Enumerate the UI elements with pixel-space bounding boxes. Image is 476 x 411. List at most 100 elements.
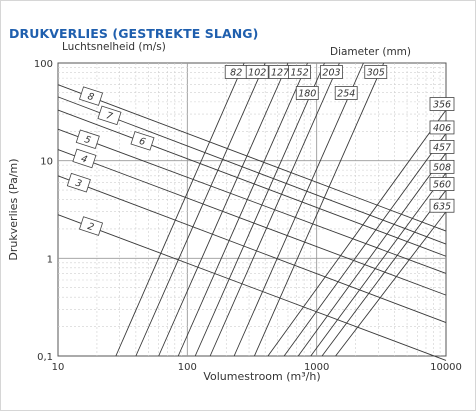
diameter-label-127-text: 127 bbox=[271, 68, 289, 79]
velocity-header: Luchtsnelheid (m/s) bbox=[62, 41, 166, 53]
diameter-label-305: 305 bbox=[364, 65, 388, 79]
diameter-label-305-text: 305 bbox=[367, 68, 385, 79]
y-tick-100: 100 bbox=[34, 59, 53, 70]
diameter-header: Diameter (mm) bbox=[330, 46, 411, 58]
diameter-line-635 bbox=[335, 211, 447, 357]
diameter-label-102: 102 bbox=[245, 65, 269, 79]
diameter-label-203: 203 bbox=[320, 65, 343, 79]
x-tick-10000: 10000 bbox=[430, 362, 462, 373]
diameter-label-356: 356 bbox=[429, 97, 455, 111]
diameter-label-152-box bbox=[288, 65, 311, 79]
diameter-label-508: 508 bbox=[429, 159, 455, 174]
velocity-label-3: 3 bbox=[66, 172, 91, 193]
diameter-line-457 bbox=[297, 152, 447, 357]
diameter-label-180-box bbox=[295, 86, 319, 100]
diameter-line-254 bbox=[233, 62, 364, 357]
velocity-label-2-box bbox=[78, 216, 104, 236]
diameter-line-356 bbox=[267, 109, 447, 357]
diameter-label-560-text: 560 bbox=[433, 180, 451, 191]
x-tick-100: 100 bbox=[178, 362, 197, 373]
velocity-label-4-text: 4 bbox=[79, 153, 88, 165]
diameter-label-635-text: 635 bbox=[433, 201, 451, 212]
plot-area bbox=[57, 62, 447, 357]
velocity-line-7 bbox=[57, 96, 447, 245]
series-labels: 82 102 127 15218020325430535640645750856063… bbox=[66, 65, 455, 236]
diameter-label-254-box bbox=[334, 86, 358, 100]
diameter-label-152: 152 bbox=[288, 65, 311, 79]
diameter-label-203-box bbox=[320, 65, 343, 79]
y-tick-10: 10 bbox=[40, 157, 53, 168]
velocity-line-4 bbox=[57, 149, 447, 296]
velocity-label-7-text: 7 bbox=[105, 110, 114, 122]
velocity-label-5-text: 5 bbox=[83, 134, 92, 146]
velocity-label-3-box bbox=[66, 172, 91, 193]
axes: 10 100 1000 10000 0,1 1 10 100 bbox=[34, 59, 462, 373]
diameter-line-203 bbox=[209, 62, 340, 357]
velocity-label-4-box bbox=[72, 148, 97, 169]
diameter-label-102-box bbox=[245, 65, 269, 79]
diameter-label-180-text: 180 bbox=[298, 89, 316, 100]
velocity-label-5-box bbox=[75, 129, 100, 150]
diameter-line-102 bbox=[135, 62, 266, 357]
diameter-line-127 bbox=[158, 62, 289, 357]
diameter-label-203-text: 203 bbox=[322, 68, 340, 79]
velocity-line-5 bbox=[57, 128, 447, 274]
diameter-label-635: 635 bbox=[429, 198, 455, 213]
diameter-line-560 bbox=[321, 189, 447, 357]
diameter-label-82-text: 82 bbox=[230, 68, 242, 79]
diameter-label-457: 457 bbox=[429, 140, 455, 154]
chart-title: DRUKVERLIES (GESTREKTE SLANG) bbox=[9, 26, 259, 41]
diameter-label-457-text: 457 bbox=[433, 143, 451, 154]
velocity-label-7: 7 bbox=[97, 105, 122, 126]
diameter-line-180 bbox=[194, 62, 325, 357]
velocity-label-2: 2 bbox=[78, 216, 104, 236]
diameter-label-152-text: 152 bbox=[290, 68, 308, 79]
velocity-line-3 bbox=[57, 175, 447, 323]
y-tick-1: 1 bbox=[47, 254, 53, 265]
velocity-label-5: 5 bbox=[75, 129, 100, 150]
velocity-label-8-text: 8 bbox=[86, 91, 95, 103]
diameter-line-82 bbox=[115, 62, 245, 357]
diameter-label-254-text: 254 bbox=[337, 89, 355, 100]
velocity-label-6-box bbox=[130, 131, 155, 151]
series-lines bbox=[57, 62, 447, 361]
x-axis-label: Volumestroom (m³/h) bbox=[203, 370, 320, 383]
diameter-label-180: 180 bbox=[295, 86, 319, 100]
diameter-label-560-box bbox=[429, 177, 455, 191]
velocity-line-2 bbox=[57, 214, 447, 361]
diameter-label-406: 406 bbox=[429, 120, 455, 135]
diameter-line-152 bbox=[177, 62, 308, 357]
diameter-label-102-text: 102 bbox=[248, 68, 266, 79]
velocity-label-6: 6 bbox=[130, 131, 155, 151]
x-tick-10: 10 bbox=[52, 362, 65, 373]
diameter-label-560: 560 bbox=[429, 177, 455, 191]
velocity-label-4: 4 bbox=[72, 148, 97, 169]
diameter-label-127: 127 bbox=[268, 65, 292, 79]
y-tick-0,1: 0,1 bbox=[37, 352, 53, 363]
velocity-line-6 bbox=[57, 109, 447, 257]
diameter-label-305-box bbox=[364, 65, 388, 79]
diameter-label-406-text: 406 bbox=[433, 123, 451, 134]
velocity-label-3-text: 3 bbox=[74, 178, 83, 190]
velocity-label-8-box bbox=[78, 86, 104, 106]
x-tick-1000: 1000 bbox=[304, 362, 329, 373]
velocity-label-2-text: 2 bbox=[86, 221, 95, 233]
velocity-label-7-box bbox=[97, 105, 122, 126]
diameter-label-356-text: 356 bbox=[433, 100, 451, 111]
diameter-label-356-box bbox=[429, 97, 455, 111]
diameter-label-508-box bbox=[429, 159, 455, 174]
diameter-line-406 bbox=[283, 133, 447, 357]
velocity-line-8 bbox=[57, 84, 447, 232]
velocity-label-8: 8 bbox=[78, 86, 104, 106]
diameter-label-508-text: 508 bbox=[433, 162, 451, 173]
diameter-label-457-box bbox=[429, 140, 455, 154]
diameter-label-82: 82 bbox=[224, 65, 248, 79]
y-axis-label: Drukverlies (Pa/m) bbox=[7, 158, 20, 260]
diameter-label-406-box bbox=[429, 120, 455, 135]
diameter-label-254: 254 bbox=[334, 86, 358, 100]
diameter-line-508 bbox=[310, 172, 447, 357]
velocity-label-6-text: 6 bbox=[138, 136, 147, 148]
diameter-label-635-box bbox=[429, 198, 455, 213]
diameter-line-305 bbox=[253, 62, 385, 357]
